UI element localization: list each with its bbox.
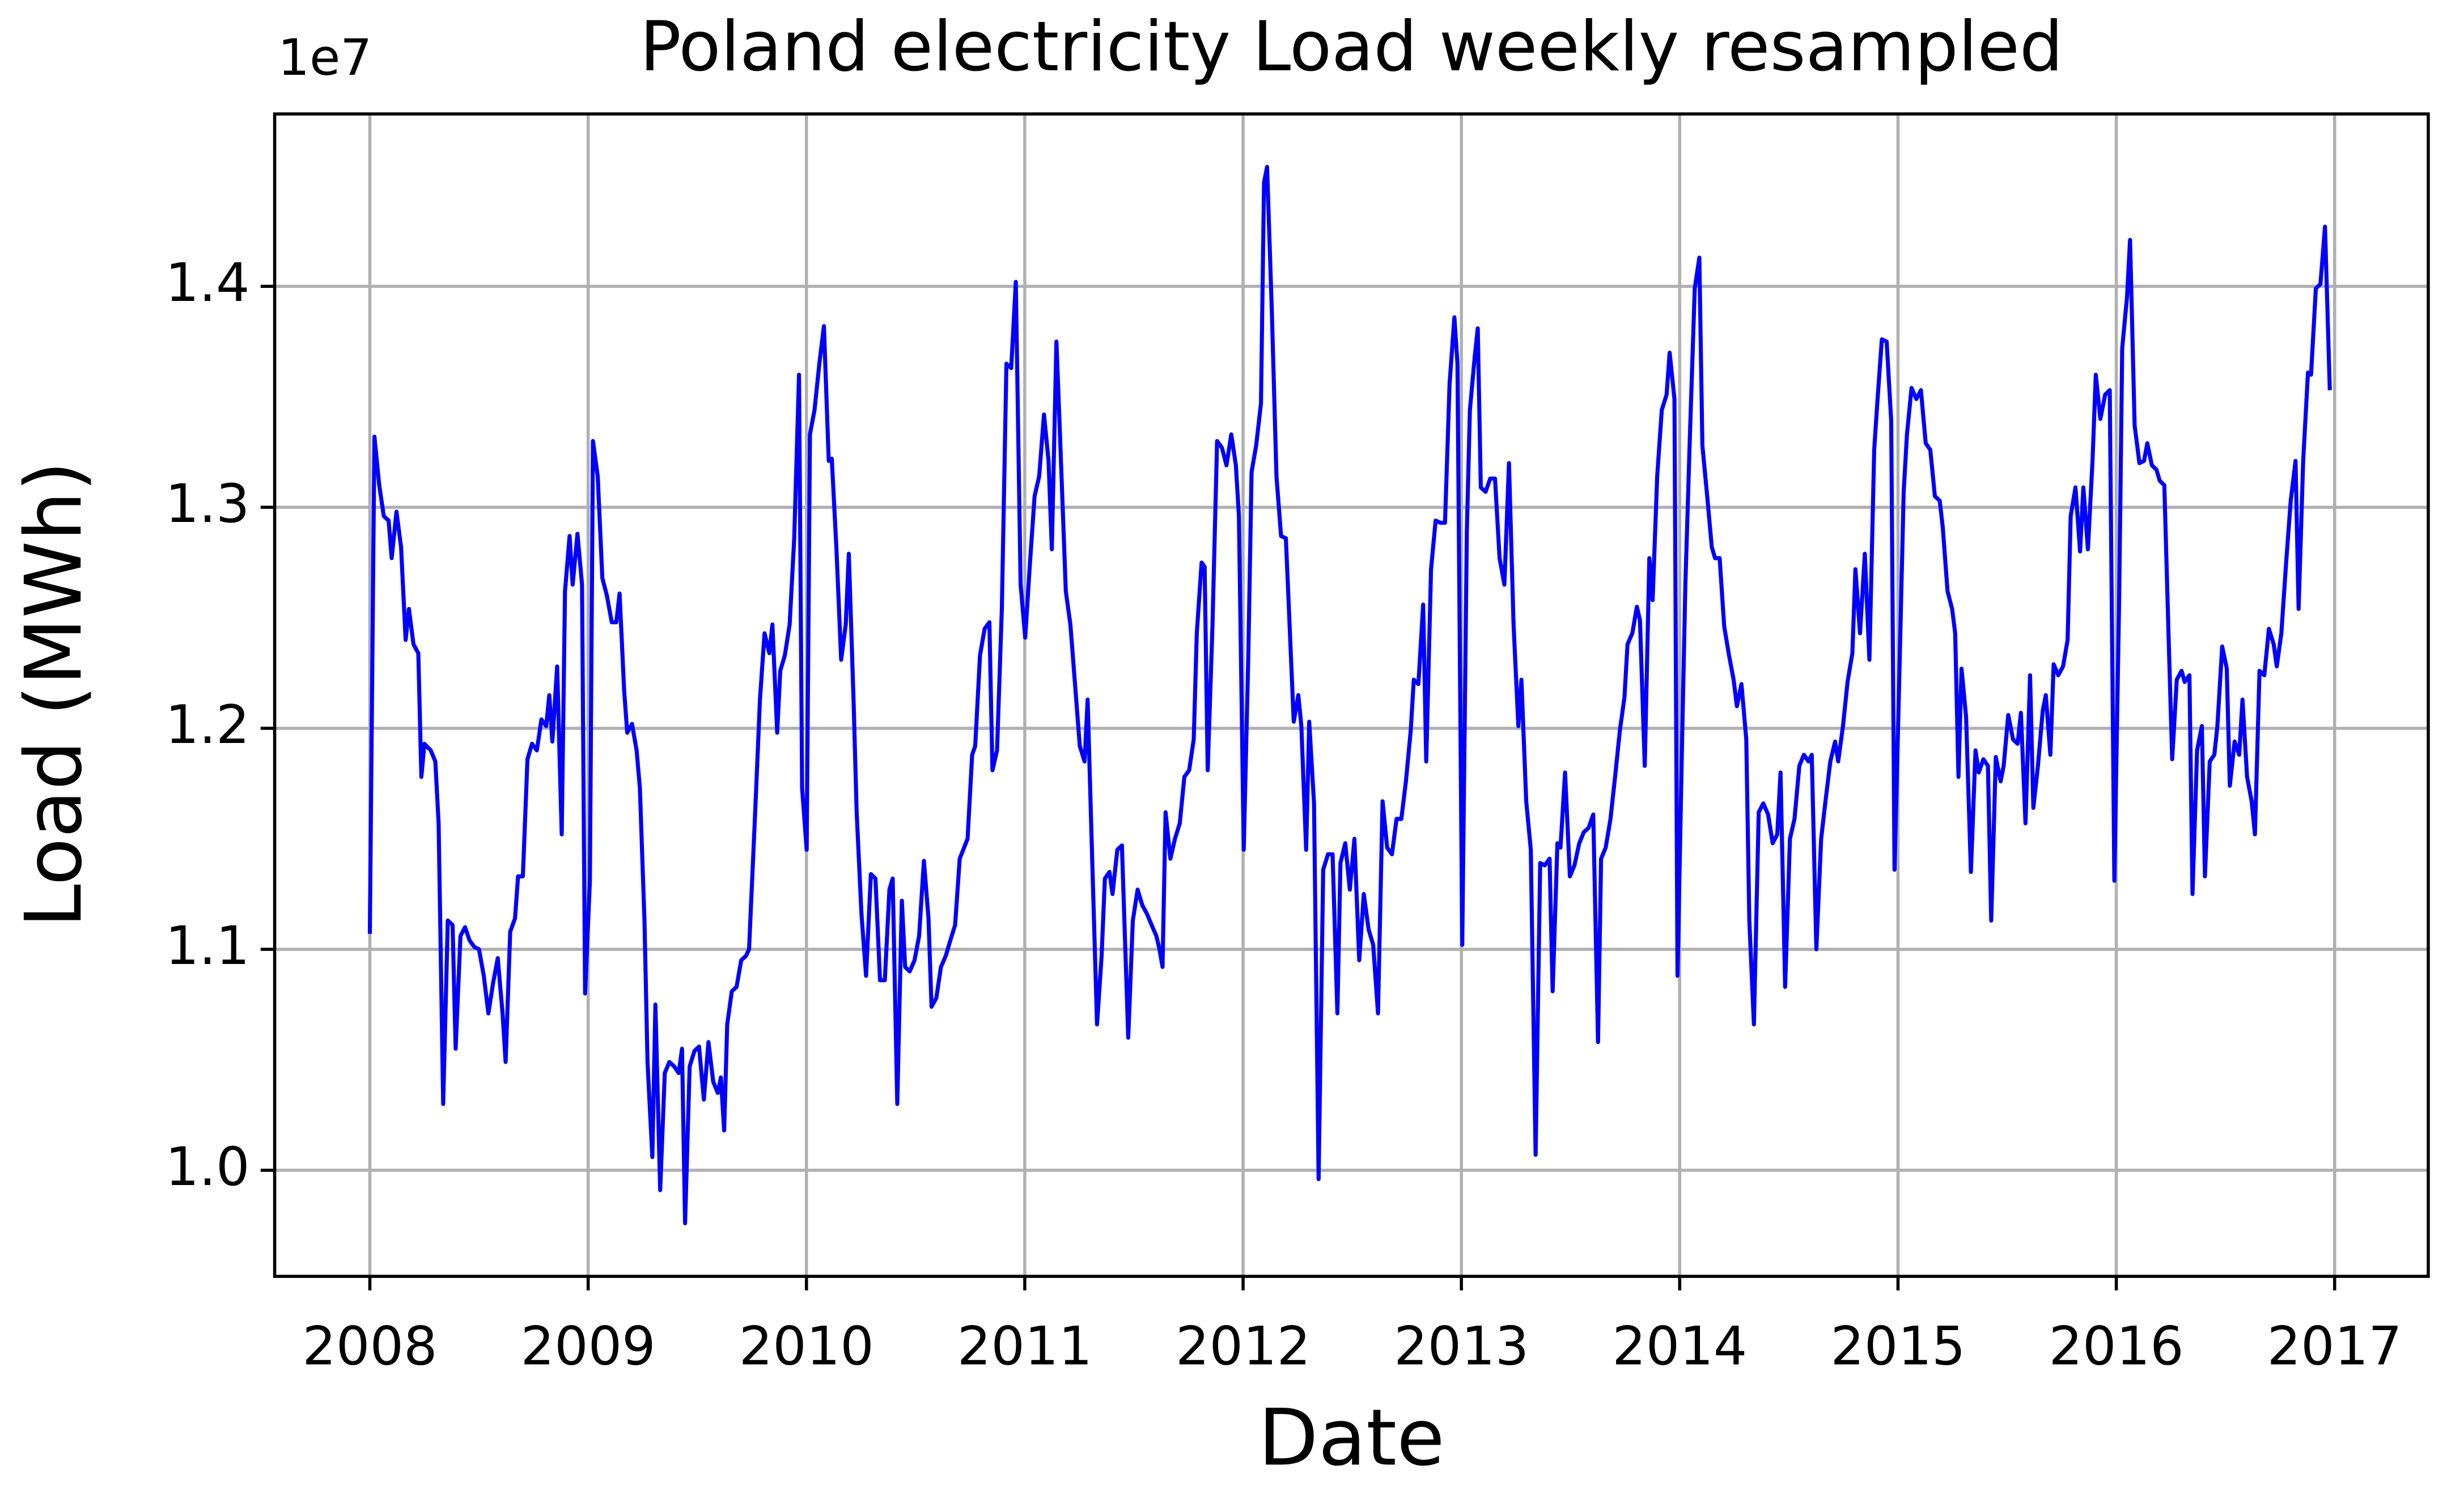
y-tick-label: 1.1 [166,915,250,977]
grid [274,114,2428,1277]
x-tick-label: 2010 [739,1315,874,1377]
x-tick-label: 2013 [1394,1315,1529,1377]
y-tick-label: 1.4 [166,252,250,314]
y-tick-label: 1.2 [166,694,250,756]
y-tick-label: 1.3 [166,473,250,535]
data-line [367,165,2332,1226]
x-tick-label: 2016 [2049,1315,2183,1377]
x-tick-label: 2017 [2267,1315,2402,1377]
x-tick-label: 2012 [1176,1315,1311,1377]
x-tick-label: 2015 [1830,1315,1965,1377]
x-tick-label: 2009 [521,1315,656,1377]
plot-area [367,165,2332,1226]
x-tick-label: 2008 [302,1315,437,1377]
x-tick-label: 2014 [1612,1315,1747,1377]
axes-frame [273,112,2430,1278]
x-tick-label: 2011 [957,1315,1092,1377]
chart-title: Poland electricity Load weekly resampled [640,7,2063,87]
y-axis-label: Load (MWh) [9,461,99,928]
ticks: 2008 2009 2010 2011 2012 2013 2014 2015 2016 2017… [166,252,2402,1377]
y-offset-label: 1e7 [278,28,372,87]
y-tick-label: 1.0 [166,1136,250,1198]
x-axis-label: Date [1258,1392,1445,1483]
